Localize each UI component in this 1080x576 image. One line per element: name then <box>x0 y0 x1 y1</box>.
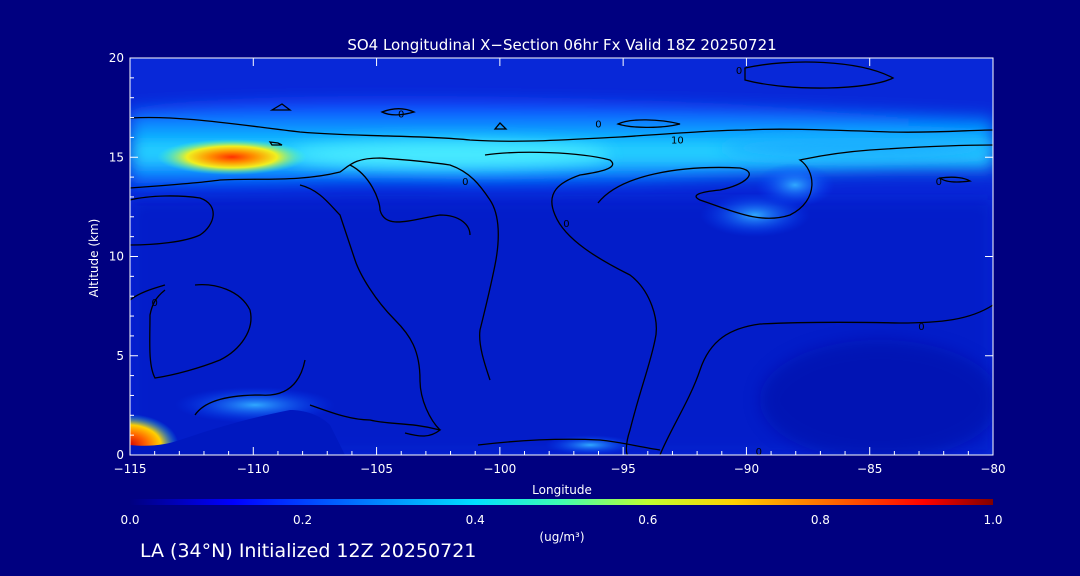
colorbar-tick-label: 1.0 <box>983 513 1002 527</box>
contour-line <box>130 116 993 142</box>
contour-line <box>194 359 306 416</box>
x-tick-label: −95 <box>610 462 635 476</box>
colorbar-tick-label: 0.0 <box>120 513 139 527</box>
colorbar-tick-label: 0.4 <box>466 513 485 527</box>
contour-label: 0 <box>756 447 762 458</box>
contour-labels: 0 0 0 10 0 0 0 0 0 0 <box>151 66 941 458</box>
contour-line <box>380 107 416 116</box>
chart-title: SO4 Longitudinal X−Section 06hr Fx Valid… <box>347 36 776 54</box>
contour-label: 0 <box>151 298 157 309</box>
contour-line <box>349 164 471 236</box>
y-tick-label: 15 <box>109 150 124 164</box>
contour-label: 0 <box>563 219 569 230</box>
colorbar-tick-label: 0.2 <box>293 513 312 527</box>
contour-line <box>130 195 214 246</box>
contour-label: 0 <box>398 110 404 121</box>
contour-line <box>597 144 993 219</box>
upper-band-east <box>720 138 993 158</box>
contour-line <box>477 438 661 451</box>
contour-line <box>309 404 442 437</box>
upper-band-core <box>290 141 610 169</box>
contour-line <box>659 304 993 455</box>
contour-line <box>130 157 499 381</box>
footer-initialization: LA (34°N) Initialized 12Z 20250721 <box>140 540 477 562</box>
y-tick-label: 0 <box>116 448 124 462</box>
x-tick-label: −100 <box>483 462 516 476</box>
contour-lines <box>130 61 993 455</box>
concentration-field <box>130 58 993 455</box>
contour-line <box>149 284 252 379</box>
contour-label: 0 <box>595 120 601 131</box>
y-axis: 0 5 10 15 20 <box>109 51 993 462</box>
contour-line <box>484 151 657 455</box>
x-tick-label: −90 <box>734 462 759 476</box>
x-tick-label: −105 <box>360 462 393 476</box>
contour-label: 10 <box>671 135 684 146</box>
contour-line <box>616 119 681 129</box>
colorbar <box>130 499 993 505</box>
colorbar-ticks: 0.0 0.2 0.4 0.6 0.8 1.0 <box>120 513 1002 527</box>
contour-line <box>299 184 441 431</box>
y-tick-label: 10 <box>109 250 124 264</box>
colorbar-units: (ug/m³) <box>539 530 584 544</box>
contour-line <box>130 284 166 301</box>
upper-east-blob <box>755 163 835 207</box>
contour-line <box>938 176 972 183</box>
y-axis-label: Altitude (km) <box>87 219 101 298</box>
east-dark-zone <box>760 340 993 455</box>
contour-line <box>493 122 508 130</box>
x-axis: −115 −110 −105 −100 −95 −90 −85 −80 <box>114 58 1006 476</box>
contour-label: 0 <box>936 177 942 188</box>
colorbar-tick-label: 0.6 <box>638 513 657 527</box>
terrain <box>130 410 345 455</box>
hotspot-upper-west <box>157 139 307 175</box>
x-tick-label: −85 <box>857 462 882 476</box>
surface-blob-east <box>545 435 635 455</box>
contour-line <box>268 141 283 146</box>
colorbar-tick-label: 0.8 <box>811 513 830 527</box>
contour-line <box>744 61 895 89</box>
y-tick-label: 20 <box>109 51 124 65</box>
contour-label: 0 <box>918 322 924 333</box>
x-tick-label: −110 <box>237 462 270 476</box>
contour-line <box>269 103 292 111</box>
contour-label: 0 <box>736 66 742 77</box>
x-tick-label: −115 <box>114 462 147 476</box>
x-axis-label: Longitude <box>532 483 592 497</box>
y-tick-label: 5 <box>116 349 124 363</box>
x-tick-label: −80 <box>980 462 1005 476</box>
contour-label: 0 <box>462 177 468 188</box>
